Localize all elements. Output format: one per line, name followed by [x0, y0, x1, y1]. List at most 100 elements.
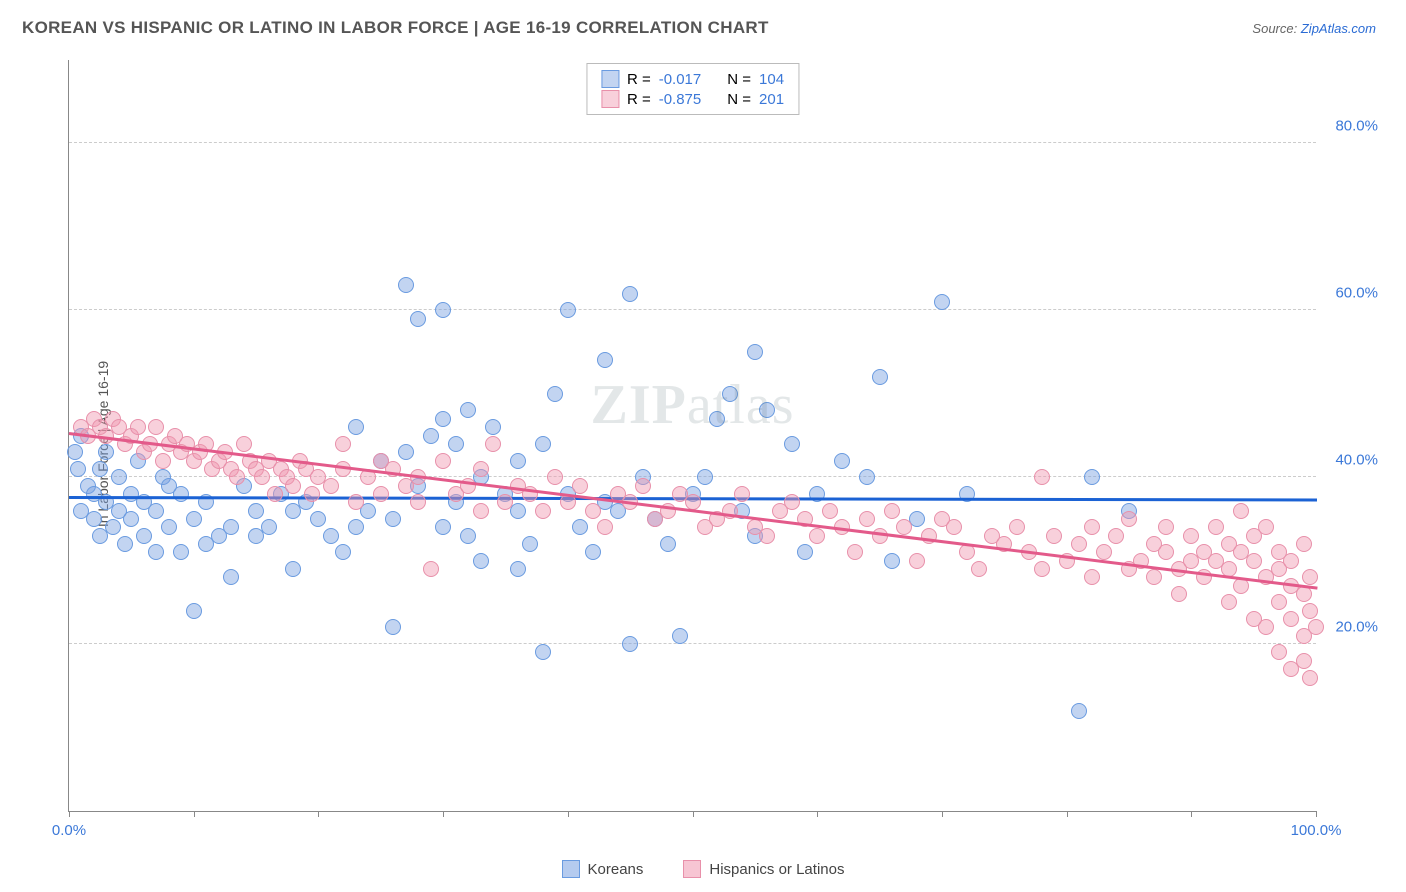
data-point-hispanics [1283, 553, 1299, 569]
x-tick [318, 811, 319, 817]
data-point-hispanics [473, 503, 489, 519]
legend-item: Koreans [562, 860, 644, 878]
data-point-hispanics [410, 494, 426, 510]
data-point-koreans [398, 444, 414, 460]
x-tick [69, 811, 70, 817]
data-point-hispanics [1302, 603, 1318, 619]
data-point-koreans [834, 453, 850, 469]
data-point-hispanics [435, 453, 451, 469]
data-point-koreans [585, 544, 601, 560]
stats-row-hispanics: R = -0.875N = 201 [601, 89, 784, 109]
data-point-hispanics [473, 461, 489, 477]
data-point-hispanics [1283, 611, 1299, 627]
data-point-koreans [86, 511, 102, 527]
x-tick [443, 811, 444, 817]
data-point-koreans [934, 294, 950, 310]
data-point-koreans [510, 453, 526, 469]
data-point-koreans [759, 402, 775, 418]
data-point-koreans [435, 411, 451, 427]
data-point-koreans [884, 553, 900, 569]
data-point-hispanics [971, 561, 987, 577]
data-point-hispanics [1258, 619, 1274, 635]
data-point-hispanics [254, 469, 270, 485]
data-point-koreans [335, 544, 351, 560]
data-point-hispanics [130, 419, 146, 435]
x-tick-label: 100.0% [1291, 822, 1342, 839]
data-point-hispanics [323, 478, 339, 494]
legend-swatch [683, 860, 701, 878]
data-point-hispanics [1084, 569, 1100, 585]
data-point-hispanics [1071, 536, 1087, 552]
data-point-koreans [323, 528, 339, 544]
x-tick [1067, 811, 1068, 817]
data-point-koreans [398, 277, 414, 293]
data-point-koreans [1084, 469, 1100, 485]
data-point-hispanics [485, 436, 501, 452]
data-point-hispanics [635, 478, 651, 494]
data-point-hispanics [896, 519, 912, 535]
data-point-hispanics [1296, 536, 1312, 552]
legend-swatch [562, 860, 580, 878]
data-point-koreans [98, 444, 114, 460]
data-point-hispanics [1108, 528, 1124, 544]
data-point-koreans [697, 469, 713, 485]
data-point-hispanics [1302, 670, 1318, 686]
data-point-koreans [67, 444, 83, 460]
legend-label: Koreans [588, 861, 644, 878]
data-point-hispanics [535, 503, 551, 519]
n-value-hispanics: 201 [759, 91, 784, 108]
data-point-hispanics [148, 419, 164, 435]
data-point-koreans [535, 644, 551, 660]
data-point-koreans [448, 436, 464, 452]
data-point-hispanics [1096, 544, 1112, 560]
data-point-koreans [173, 486, 189, 502]
data-point-hispanics [1233, 503, 1249, 519]
data-point-hispanics [809, 528, 825, 544]
chart-title: KOREAN VS HISPANIC OR LATINO IN LABOR FO… [22, 18, 769, 38]
source-link[interactable]: ZipAtlas.com [1301, 21, 1376, 36]
data-point-koreans [385, 619, 401, 635]
data-point-koreans [859, 469, 875, 485]
data-point-koreans [117, 536, 133, 552]
data-point-koreans [872, 369, 888, 385]
data-point-hispanics [1296, 653, 1312, 669]
x-tick [194, 811, 195, 817]
data-point-hispanics [847, 544, 863, 560]
data-point-hispanics [304, 486, 320, 502]
data-point-hispanics [572, 478, 588, 494]
data-point-koreans [622, 636, 638, 652]
data-point-koreans [435, 519, 451, 535]
gridline [69, 643, 1316, 644]
x-tick [1316, 811, 1317, 817]
swatch-hispanics [601, 90, 619, 108]
data-point-hispanics [959, 544, 975, 560]
data-point-koreans [622, 286, 638, 302]
stats-row-koreans: R = -0.017N = 104 [601, 69, 784, 89]
data-point-hispanics [597, 519, 613, 535]
data-point-hispanics [784, 494, 800, 510]
x-tick [817, 811, 818, 817]
data-point-koreans [173, 544, 189, 560]
y-tick-label: 40.0% [1335, 452, 1378, 469]
y-tick-label: 20.0% [1335, 619, 1378, 636]
data-point-koreans [709, 411, 725, 427]
chart-header: KOREAN VS HISPANIC OR LATINO IN LABOR FO… [0, 0, 1406, 46]
data-point-koreans [747, 344, 763, 360]
legend-item: Hispanics or Latinos [683, 860, 844, 878]
gridline [69, 309, 1316, 310]
data-point-koreans [672, 628, 688, 644]
data-point-hispanics [1271, 644, 1287, 660]
data-point-hispanics [348, 494, 364, 510]
data-point-hispanics [1158, 544, 1174, 560]
data-point-koreans [285, 561, 301, 577]
data-point-hispanics [859, 511, 875, 527]
data-point-koreans [722, 386, 738, 402]
data-point-hispanics [373, 486, 389, 502]
data-point-hispanics [1302, 569, 1318, 585]
data-point-koreans [186, 603, 202, 619]
data-point-hispanics [1258, 519, 1274, 535]
data-point-koreans [348, 419, 364, 435]
data-point-hispanics [1308, 619, 1324, 635]
data-point-hispanics [497, 494, 513, 510]
data-point-koreans [597, 352, 613, 368]
